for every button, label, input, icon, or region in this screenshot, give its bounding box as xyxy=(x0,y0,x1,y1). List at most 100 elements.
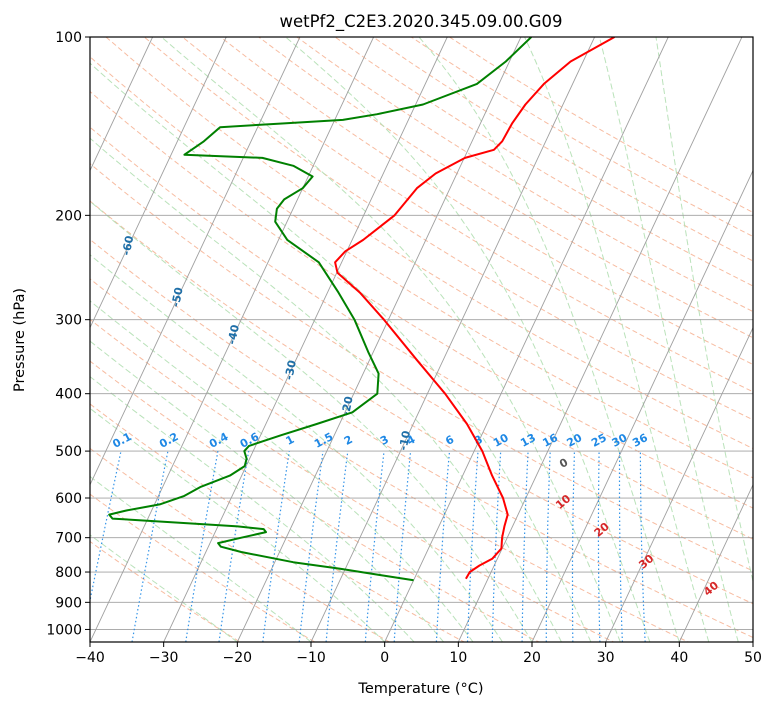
isotherm-line xyxy=(752,640,753,642)
mixing-ratio-label: 6 xyxy=(443,433,456,448)
y-tick-label: 1000 xyxy=(46,622,82,638)
mixing-ratio-line xyxy=(364,451,385,642)
isotherm-line xyxy=(236,37,522,642)
x-tick-label: 10 xyxy=(449,650,467,666)
mixing-ratio-line xyxy=(298,451,324,642)
moist-adiabat-line xyxy=(90,300,474,642)
isotherm-line xyxy=(310,37,596,642)
isotherm-label: -30 xyxy=(282,359,299,381)
mixing-ratio-label: 2 xyxy=(342,433,355,448)
mixing-ratio-label: 3 xyxy=(378,433,391,448)
x-tick-label: 30 xyxy=(597,650,615,666)
x-tick-label: −10 xyxy=(296,650,326,666)
isotherm-label: -80 xyxy=(16,142,33,164)
dry-adiabat-line xyxy=(411,37,753,238)
mixing-ratio-line xyxy=(571,451,575,642)
dry-adiabat-line xyxy=(220,37,753,366)
dry-adiabat-line xyxy=(258,37,753,339)
moist-adiabat-line xyxy=(524,37,710,642)
isotherm-line xyxy=(163,37,448,642)
dry-adiabat-line xyxy=(90,493,316,642)
x-axis-label: Temperature (°C) xyxy=(357,681,483,697)
mixing-ratio-label: 0.2 xyxy=(157,430,180,451)
moist-adiabat-line xyxy=(90,200,533,642)
mixing-ratio-line xyxy=(90,450,122,604)
dry-adiabat-line xyxy=(296,37,753,313)
y-tick-label: 600 xyxy=(55,491,82,507)
mixing-ratio-line xyxy=(618,451,623,642)
mixing-ratio-line xyxy=(639,451,646,642)
y-tick-label: 500 xyxy=(55,444,82,460)
y-axis-label: Pressure (hPa) xyxy=(12,288,28,392)
dry-adiabat-line xyxy=(90,90,753,509)
x-tick-label: 0 xyxy=(380,650,389,666)
dry-adiabat-line xyxy=(105,37,753,450)
dry-adiabat-line xyxy=(90,403,466,642)
x-tick-label: 20 xyxy=(523,650,541,666)
mixing-ratio-label: 0.4 xyxy=(207,430,231,451)
dry-adiabat-line xyxy=(143,37,753,421)
mixing-ratio-label: 0.6 xyxy=(238,430,262,451)
dewpoint-profile-line xyxy=(108,37,532,582)
isotherm-line xyxy=(90,37,227,329)
moist-adiabat-line xyxy=(90,375,415,642)
plot-frame xyxy=(89,36,754,643)
x-tick-label: 50 xyxy=(744,650,762,666)
dry-adiabat-line xyxy=(334,37,753,287)
isotherm-label: -10 xyxy=(397,429,414,451)
dry-adiabat-line xyxy=(90,540,241,642)
x-tick-label: −30 xyxy=(149,650,179,666)
isotherm-line xyxy=(605,326,753,642)
moist-adiabat-line xyxy=(90,62,592,642)
y-tick-label: 100 xyxy=(55,30,82,46)
dry-adiabat-label: 0 xyxy=(557,456,570,471)
mixing-ratio-line xyxy=(521,451,529,642)
mixing-ratio-line xyxy=(435,451,451,642)
mixing-ratio-line xyxy=(466,451,479,642)
isotherm-line xyxy=(90,37,154,172)
mixing-ratio-label: 13 xyxy=(518,431,538,450)
mixing-ratio-label: 30 xyxy=(610,431,630,450)
dry-adiabat-line xyxy=(90,200,753,605)
mixing-ratio-line xyxy=(325,451,349,642)
isotherm-label: -70 xyxy=(71,181,88,203)
x-tick-label: −40 xyxy=(75,650,105,666)
mixing-ratio-line xyxy=(393,451,412,642)
isotherm-line xyxy=(531,169,753,642)
isotherm-label: -50 xyxy=(169,286,186,308)
mixing-ratio-label: 1 xyxy=(284,433,297,448)
mixing-ratio-line xyxy=(131,450,169,642)
temperature-profile-line xyxy=(334,37,615,580)
chart-title: wetPf2_C2E3.2020.345.09.00.G09 xyxy=(279,12,562,32)
moist-adiabat-line xyxy=(90,137,562,642)
y-tick-label: 700 xyxy=(55,531,82,547)
moist-adiabat-label: 40 xyxy=(701,579,721,599)
dry-adiabat-line xyxy=(90,238,753,639)
mixing-ratio-label: 10 xyxy=(491,431,511,450)
y-tick-label: 400 xyxy=(55,387,82,403)
isotherm-label: -40 xyxy=(225,323,242,345)
y-tick-label: 800 xyxy=(55,565,82,581)
dry-adiabat-line xyxy=(90,126,753,540)
y-tick-label: 200 xyxy=(55,208,82,224)
moist-adiabat-line xyxy=(90,340,444,642)
moist-adiabat-line xyxy=(418,37,680,642)
moist-adiabat-line xyxy=(598,37,739,642)
mixing-ratio-label: 20 xyxy=(565,431,585,450)
isotherm-line xyxy=(90,37,301,486)
isotherm-line xyxy=(678,483,753,642)
dry-adiabat-line xyxy=(90,56,753,479)
y-tick-label: 900 xyxy=(55,595,82,611)
dry-adiabat-line xyxy=(181,37,753,393)
x-tick-label: −20 xyxy=(223,650,253,666)
moist-adiabat-line xyxy=(90,254,503,642)
dry-adiabat-line xyxy=(90,162,753,572)
moist-adiabat-line xyxy=(161,37,621,642)
mixing-ratio-line xyxy=(545,451,551,642)
dry-adiabat-line xyxy=(90,318,615,642)
moist-adiabat-label: 20 xyxy=(592,520,612,540)
mixing-ratio-line xyxy=(218,450,250,642)
mixing-ratio-label: 16 xyxy=(540,431,560,450)
dry-adiabat-line xyxy=(449,37,753,213)
